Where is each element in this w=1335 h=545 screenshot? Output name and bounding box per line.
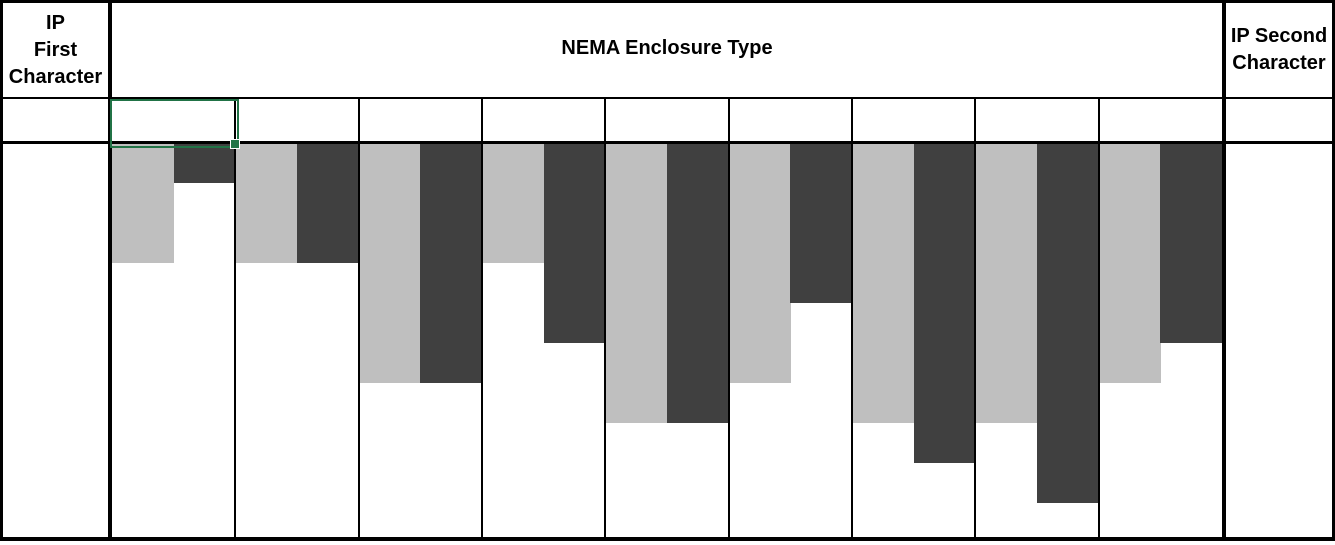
right-row-label-ip_8[interactable] xyxy=(1226,472,1332,512)
group-divider-line xyxy=(1098,99,1100,541)
bar-a-nema-6P xyxy=(975,144,1037,423)
group-divider-line xyxy=(604,99,606,541)
left-axis-title[interactable]: IP First Character xyxy=(8,11,103,88)
bar-label-a-nema-6[interactable] xyxy=(852,504,914,537)
bar-a-nema-6 xyxy=(852,144,914,423)
left-row-label-ip0_[interactable] xyxy=(3,152,108,192)
nema-col-header-2[interactable] xyxy=(235,99,358,141)
bar-b-nema-3,3X,3S,3SX xyxy=(420,144,482,383)
selected-cell-outline[interactable] xyxy=(110,99,239,148)
bar-label-a-nema-5[interactable] xyxy=(729,504,791,537)
chart-top-line xyxy=(0,141,1335,144)
left-row-label-ip2_[interactable] xyxy=(3,232,108,272)
group-divider-line xyxy=(728,99,730,541)
bar-a-nema-12,12K,13 xyxy=(1099,144,1161,383)
nema-col-header-3,3X,3S,3SX[interactable] xyxy=(359,99,482,141)
nema-col-header-5[interactable] xyxy=(729,99,852,141)
right-row-label-ip_0[interactable] xyxy=(1226,152,1332,192)
nema-col-header-6P[interactable] xyxy=(975,99,1098,141)
bar-b-nema-12,12K,13 xyxy=(1160,144,1222,343)
bar-a-nema-5 xyxy=(729,144,791,383)
bar-b-nema-5 xyxy=(790,144,852,303)
bar-b-nema-6P xyxy=(1037,144,1099,503)
left-column-divider xyxy=(108,0,112,541)
bar-a-nema-3R,3RX xyxy=(482,144,544,263)
group-divider-line xyxy=(481,99,483,541)
group-divider-line xyxy=(234,99,236,541)
bar-label-b-nema-4,4X[interactable] xyxy=(667,504,729,537)
right-row-label-ip_6[interactable] xyxy=(1226,392,1332,432)
bar-b-nema-3R,3RX xyxy=(544,144,606,343)
bar-label-a-nema-3,3X,3S,3SX[interactable] xyxy=(359,504,421,537)
right-row-label-ip_1[interactable] xyxy=(1226,192,1332,232)
nema-col-header-3R,3RX[interactable] xyxy=(482,99,605,141)
left-row-label-ip1_[interactable] xyxy=(3,192,108,232)
bar-a-nema-2 xyxy=(235,144,297,263)
outer-border-bottom xyxy=(0,537,1335,541)
bar-b-nema-1 xyxy=(174,144,236,183)
right-column-divider xyxy=(1222,0,1226,541)
bar-label-a-nema-6P[interactable] xyxy=(975,504,1037,537)
bar-b-nema-4,4X xyxy=(667,144,729,423)
group-divider-line xyxy=(358,99,360,541)
outer-border-left xyxy=(0,0,3,541)
right-row-label-ip_5[interactable] xyxy=(1226,352,1332,392)
bar-label-b-nema-6[interactable] xyxy=(914,504,976,537)
nema-col-header-4,4X[interactable] xyxy=(605,99,728,141)
bar-label-b-nema-1[interactable] xyxy=(174,504,236,537)
bar-label-b-nema-6P[interactable] xyxy=(1037,504,1099,537)
bar-a-nema-1 xyxy=(112,144,174,263)
chart-title[interactable]: NEMA Enclosure Type xyxy=(561,37,773,59)
bar-label-a-nema-2[interactable] xyxy=(235,504,297,537)
bar-label-a-nema-12,12K,13[interactable] xyxy=(1099,504,1161,537)
header-divider-line xyxy=(0,97,1335,99)
group-divider-line xyxy=(851,99,853,541)
left-row-label-ip3_[interactable] xyxy=(3,272,108,312)
right-axis-title[interactable]: IP Second Character xyxy=(1230,25,1328,74)
bar-b-nema-6 xyxy=(914,144,976,463)
nema-col-header-6[interactable] xyxy=(852,99,975,141)
bar-a-nema-4,4X xyxy=(605,144,667,423)
right-row-label-ip_2[interactable] xyxy=(1226,232,1332,272)
bar-label-b-nema-3R,3RX[interactable] xyxy=(544,504,606,537)
bar-b-nema-2 xyxy=(297,144,359,263)
right-row-label-ip_4[interactable] xyxy=(1226,312,1332,352)
left-row-label-ip4_[interactable] xyxy=(3,312,108,352)
bar-label-a-nema-3R,3RX[interactable] xyxy=(482,504,544,537)
bar-label-a-nema-1[interactable] xyxy=(112,504,174,537)
outer-border-right xyxy=(1332,0,1335,541)
bar-label-b-nema-3,3X,3S,3SX[interactable] xyxy=(420,504,482,537)
bar-label-b-nema-12,12K,13[interactable] xyxy=(1160,504,1222,537)
right-row-label-ip_7[interactable] xyxy=(1226,432,1332,472)
bar-label-b-nema-2[interactable] xyxy=(297,504,359,537)
bar-label-b-nema-5[interactable] xyxy=(790,504,852,537)
outer-border-top xyxy=(0,0,1335,3)
selection-fill-handle[interactable] xyxy=(230,139,240,149)
bar-a-nema-3,3X,3S,3SX xyxy=(359,144,421,383)
group-divider-line xyxy=(974,99,976,541)
bar-label-a-nema-4,4X[interactable] xyxy=(605,504,667,537)
nema-col-header-12,12K,13[interactable] xyxy=(1099,99,1222,141)
left-row-label-ip6_[interactable] xyxy=(3,392,108,432)
left-row-label-ip5_[interactable] xyxy=(3,352,108,392)
right-row-label-ip_3[interactable] xyxy=(1226,272,1332,312)
